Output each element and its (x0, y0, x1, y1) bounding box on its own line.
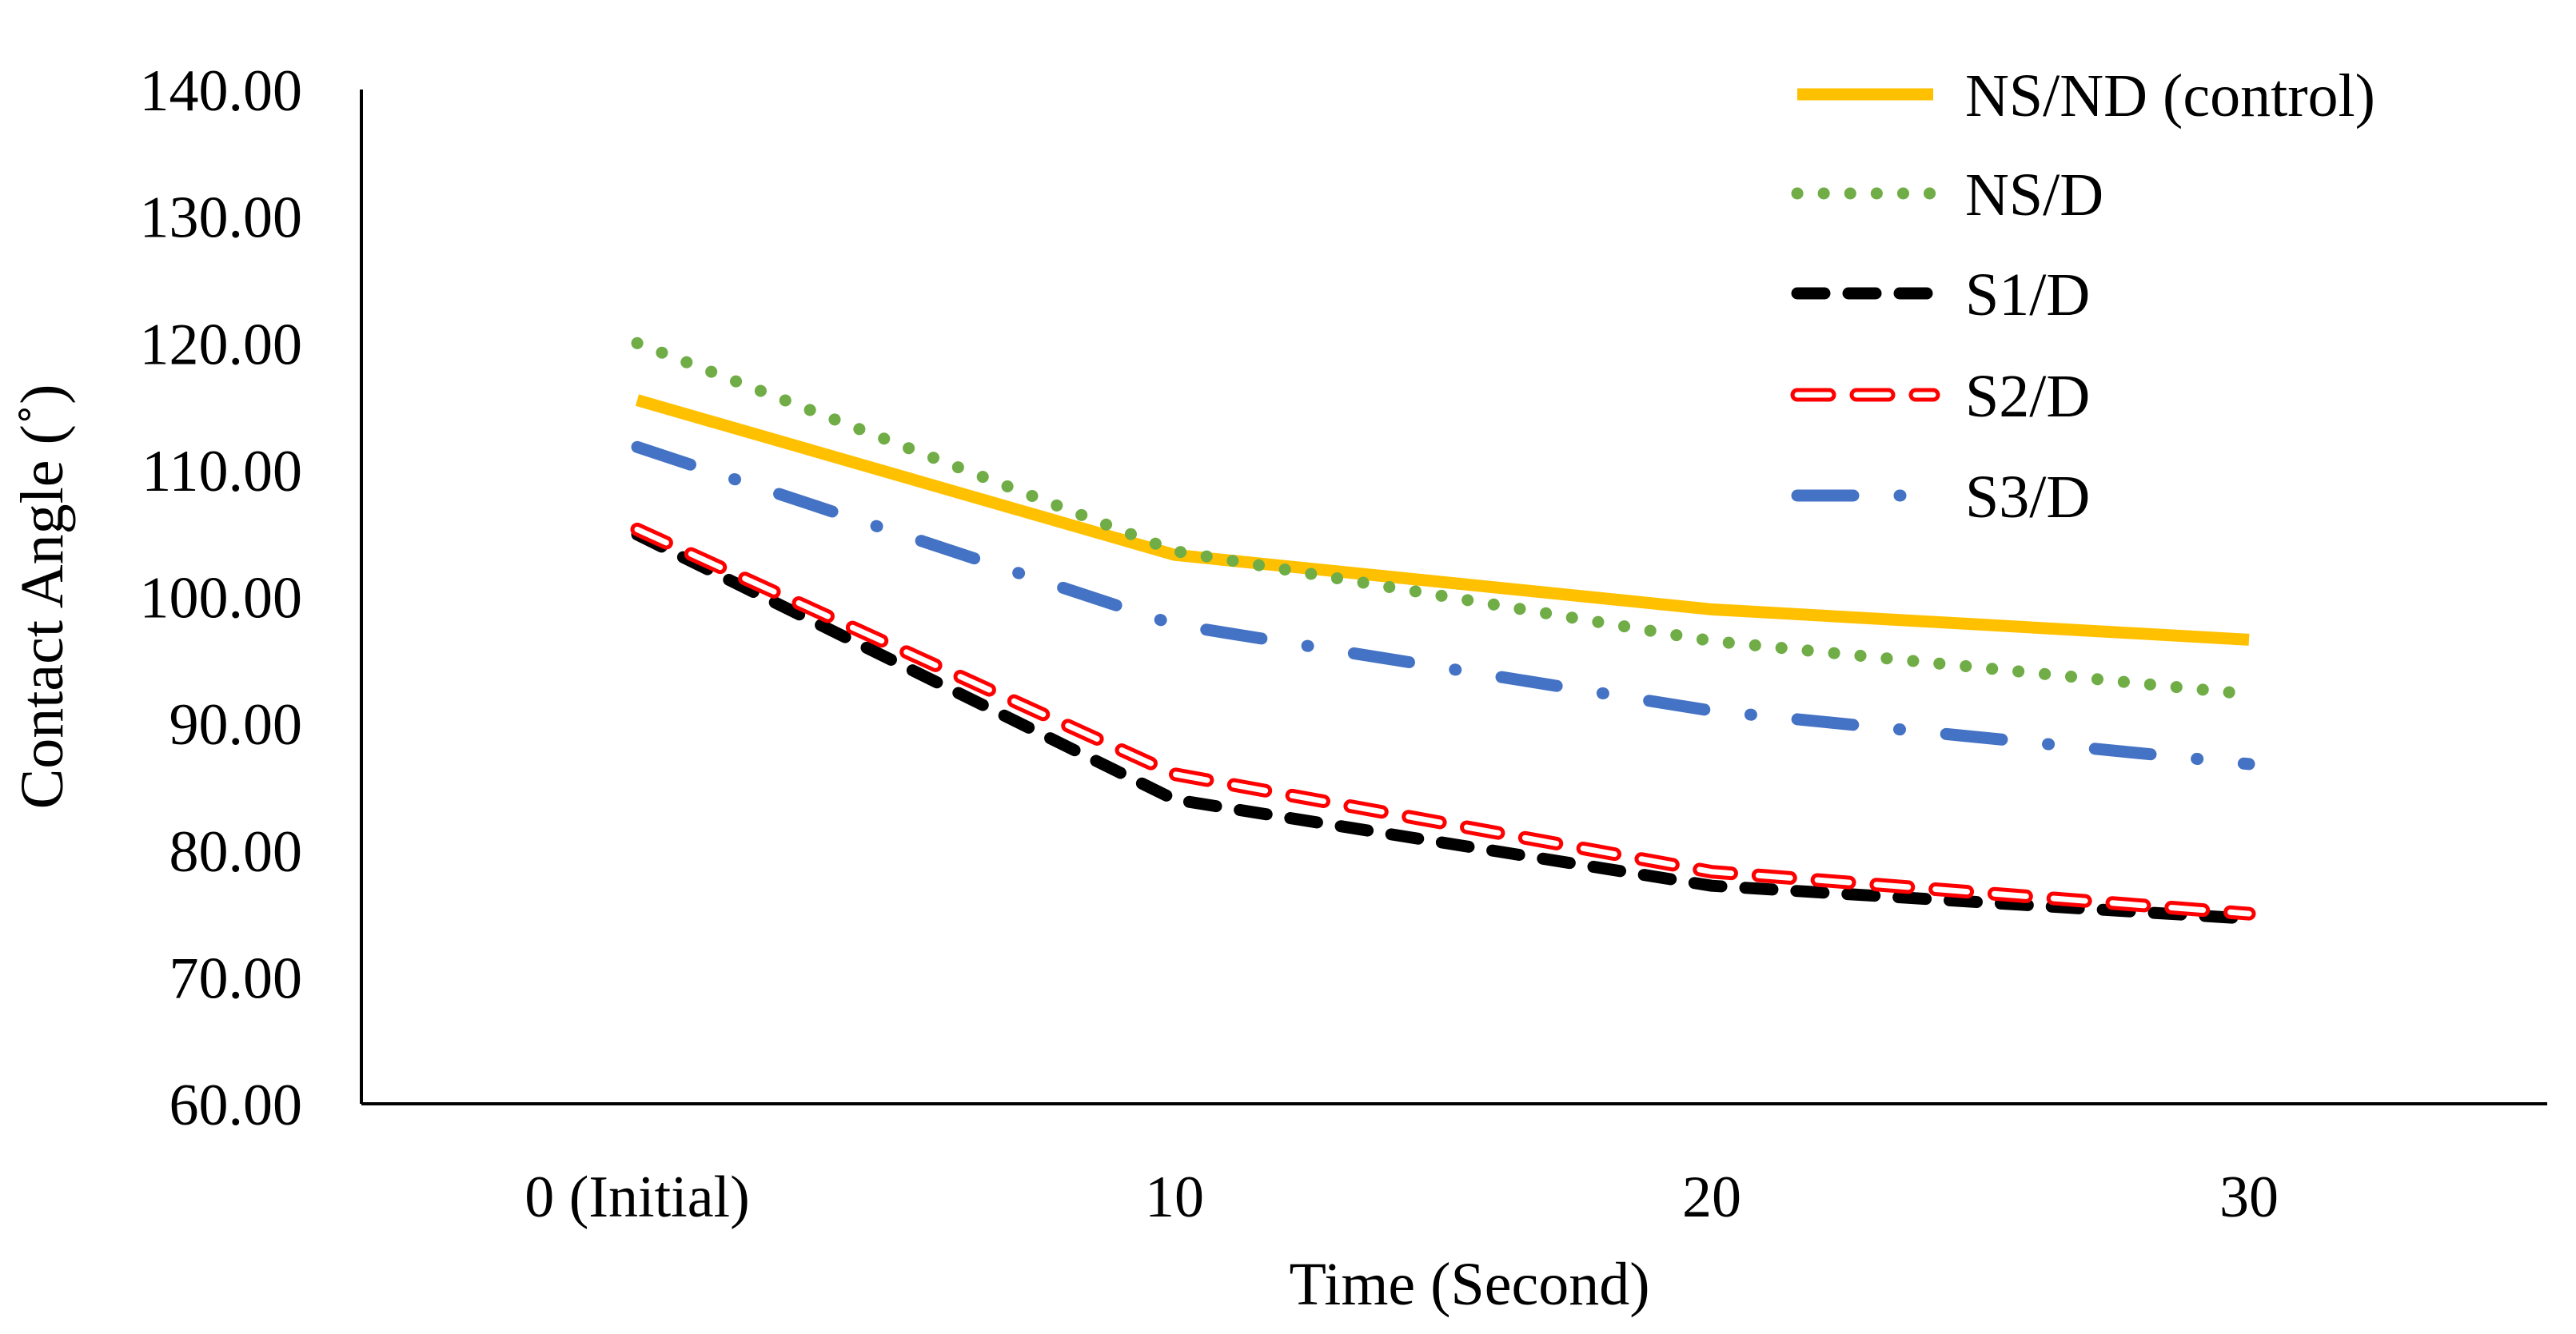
data-point-s3-d-1 (1174, 624, 1175, 625)
y-axis-title: Contact Angle (˚) (9, 384, 76, 810)
series-ns-nd-control (635, 394, 2250, 646)
y-tick-label: 130.00 (140, 185, 303, 251)
series-layer (630, 336, 2256, 925)
data-point-s1-d-1 (1174, 799, 1175, 800)
data-point-ns-d-2 (1712, 641, 1713, 642)
legend-label-s1-d: S1/D (1965, 261, 2090, 329)
y-tick-label: 80.00 (169, 819, 303, 885)
y-tick-label: 140.00 (140, 58, 303, 124)
y-tick-label: 110.00 (142, 439, 302, 504)
series-line-s2-d (630, 522, 2256, 921)
y-tick-label: 70.00 (169, 946, 303, 1011)
x-tick-label: 10 (1145, 1165, 1204, 1230)
y-tick-label: 120.00 (140, 312, 303, 377)
series-line-s2-d-fill (634, 526, 2252, 917)
legend-item-s3-d: S3/D (1791, 464, 2090, 531)
series-s2-d (630, 522, 2256, 921)
y-tick-label: 100.00 (140, 566, 303, 631)
series-line-s3-d (631, 440, 2255, 771)
legend-label-s2-d: S2/D (1965, 363, 2090, 430)
axes-layer (360, 90, 2547, 1105)
series-ns-d (631, 336, 2255, 701)
legend-label-ns-d: NS/D (1965, 161, 2103, 229)
series-s3-d (631, 440, 2255, 771)
series-line-s1-d (631, 528, 2255, 925)
legend-item-s2-d: S2/D (1790, 363, 2090, 430)
x-tick-label: 30 (2219, 1165, 2279, 1230)
x-tick-label: 20 (1682, 1165, 1741, 1230)
series-s1-d (631, 528, 2255, 925)
y-tick-labels: 60.00 70.00 80.00 90.00 100.00 110.00 120.00 13… (140, 58, 303, 1138)
legend-item-ns-nd-control: NS/ND (control) (1797, 62, 2375, 129)
y-tick-label: 90.00 (169, 692, 303, 758)
y-tick-label: 60.00 (169, 1073, 303, 1138)
x-tick-labels: 0 (Initial) 10 20 30 (524, 1165, 2279, 1230)
x-tick-label: 0 (Initial) (524, 1165, 750, 1230)
legend: NS/ND (control) NS/D S1/D S2/D S3/D (1790, 62, 2375, 531)
series-line-ns-d (631, 336, 2255, 701)
series-line-ns-nd-control (635, 394, 2250, 646)
legend-item-ns-d: NS/D (1791, 161, 2103, 229)
legend-item-s1-d: S1/D (1791, 261, 2090, 329)
data-point-ns-d-3 (2249, 694, 2250, 695)
legend-label-s3-d: S3/D (1965, 464, 2090, 531)
legend-label-ns-nd-control: NS/ND (control) (1965, 62, 2375, 129)
x-axis-title: Time (Second) (1289, 1251, 1649, 1318)
